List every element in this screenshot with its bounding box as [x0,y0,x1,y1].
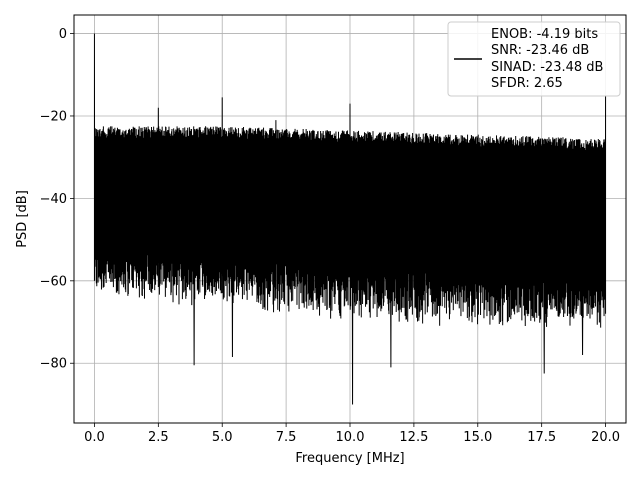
legend-entry-sinad: SINAD: -23.48 dB [491,60,603,75]
y-tick-label: 0 [59,27,67,42]
legend-entry-snr: SNR: -23.46 dB [491,43,589,58]
x-tick-label: 17.5 [527,430,556,445]
x-tick-label: 7.5 [276,430,297,445]
x-tick-label: 20.0 [591,430,620,445]
y-tick-label: −60 [40,274,67,289]
legend-box [447,21,621,97]
axis-ticks: 0.0 2.5 5.0 7.5 10.0 12.5 15.0 17.5 20.0 0 −20 −40 −… [40,27,620,445]
y-tick-label: −80 [40,357,67,372]
psd-series-line [93,33,607,405]
x-tick-label: 2.5 [148,430,169,445]
x-tick-label: 0.0 [84,430,105,445]
x-tick-label: 12.5 [399,430,428,445]
legend-entry-enob: ENOB: -4.19 bits [491,27,598,42]
y-axis-label: PSD [dB] [15,190,30,248]
x-tick-label: 10.0 [336,430,365,445]
x-tick-label: 5.0 [212,430,233,445]
x-axis-label: Frequency [MHz] [295,451,404,466]
legend: ENOB: -4.19 bits SNR: -23.46 dB SINAD: -… [447,21,621,97]
y-tick-label: −40 [40,192,67,207]
y-tick-label: −20 [40,109,67,124]
x-tick-label: 15.0 [463,430,492,445]
data-layer [93,33,607,405]
legend-entry-sfdr: SFDR: 2.65 [491,76,563,91]
